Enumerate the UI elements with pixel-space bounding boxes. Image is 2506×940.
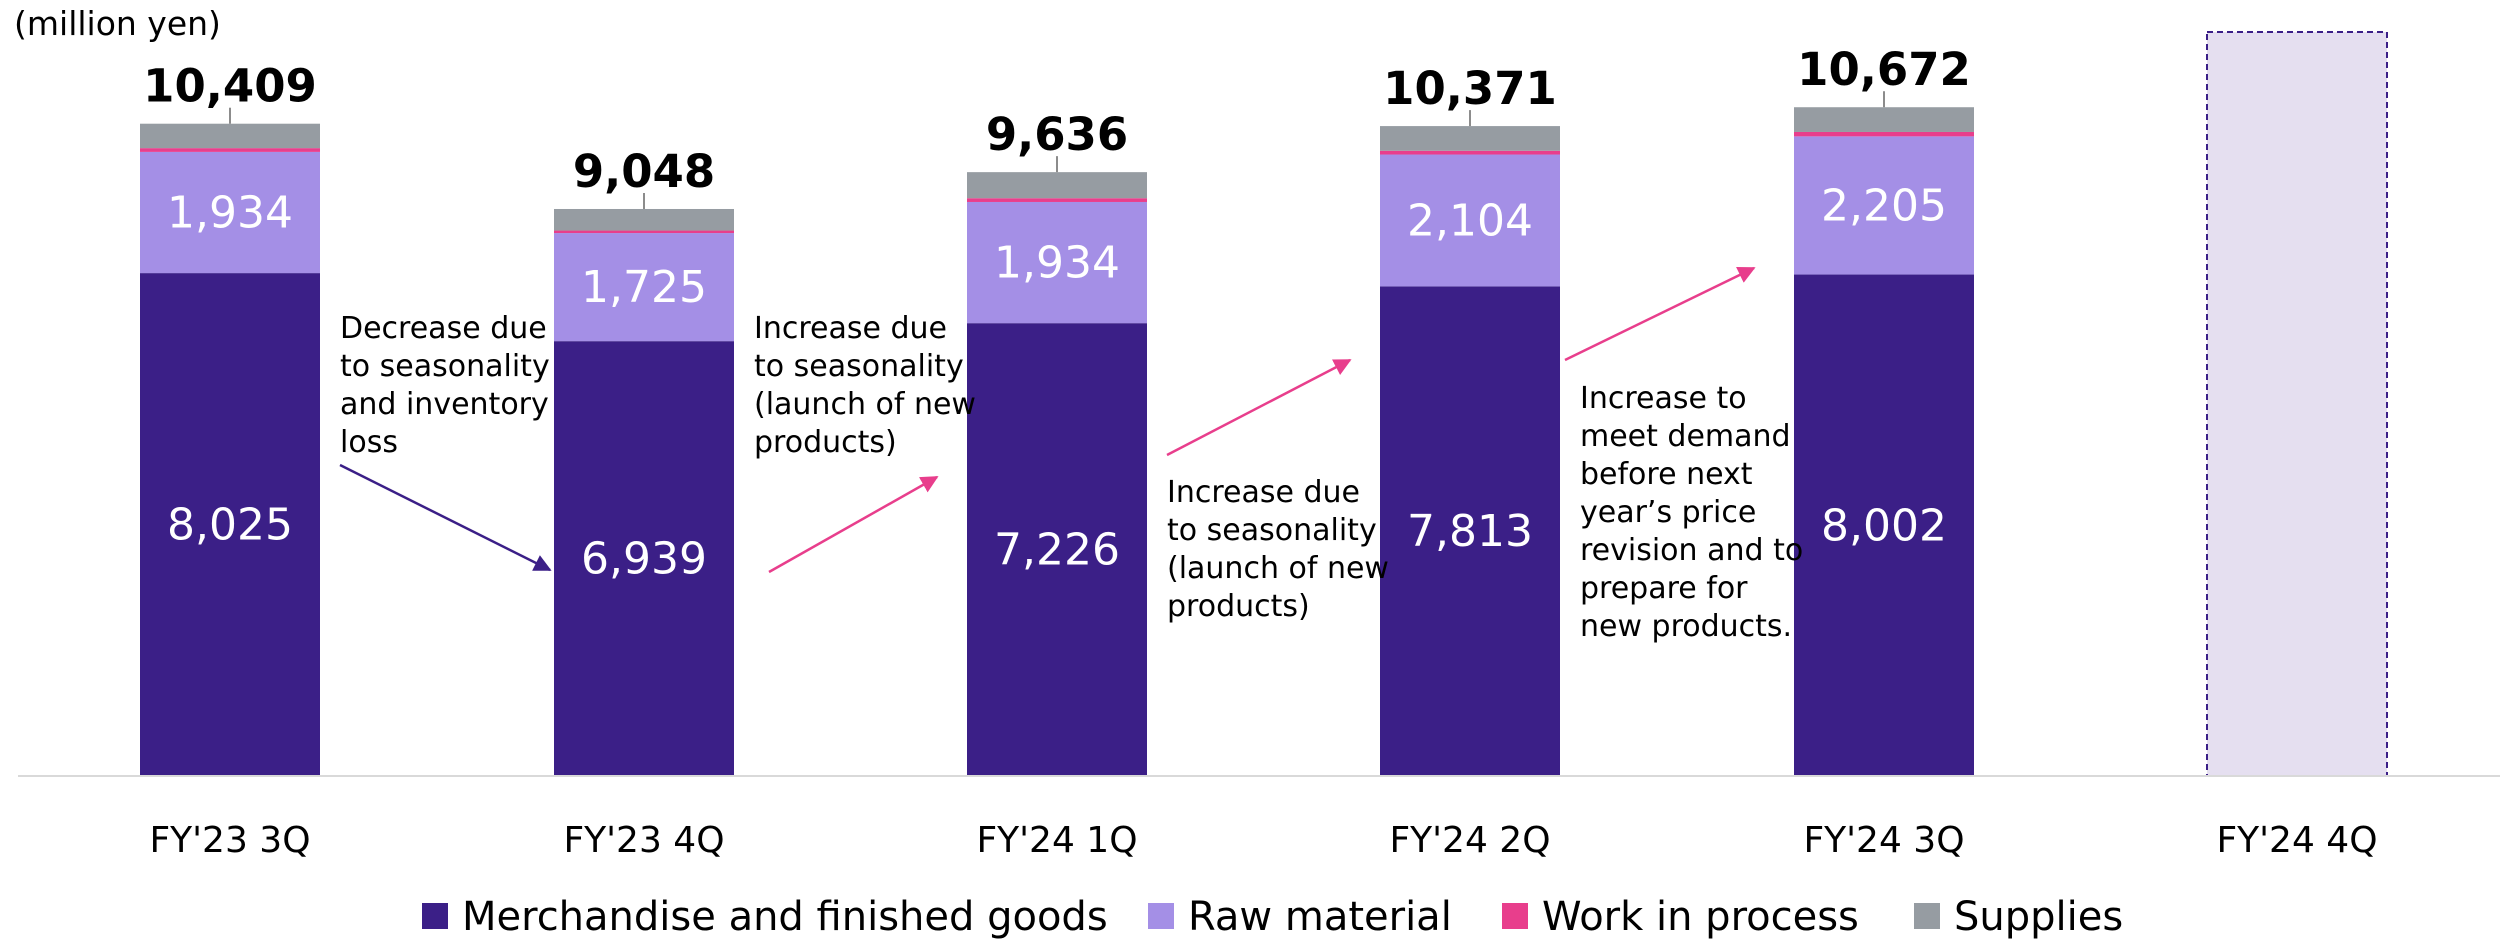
total-value-label: 10,371 [1383,62,1557,115]
legend-swatch [1914,903,1940,929]
segment-value-label: 8,002 [1821,500,1947,551]
segment-value-label: 2,104 [1407,195,1533,246]
legend-swatch [422,903,448,929]
annotation-arrow [1564,266,1756,362]
category-label: FY'24 1Q [976,820,1137,861]
bar-segment [1380,286,1560,776]
bar-segment [1380,154,1560,287]
bar-segment [1380,126,1560,151]
unit-label: (million yen) [14,4,221,43]
total-value-label: 10,409 [143,60,317,113]
segment-value-label: 1,934 [994,238,1120,289]
annotation-text: Increase due to seasonality (launch of new… [1167,475,1389,624]
legend-swatch [1148,903,1174,929]
legend-item: Work in process [1502,894,1859,940]
total-leader-lines [229,91,1885,209]
bar-segment [140,148,320,152]
value-labels-group: 8,025 1,934 6,939 1,725 7,226 1,934 7,813 2,104… [167,180,1947,584]
legend-label: Raw material [1188,894,1452,940]
annotation-arrow [339,463,552,572]
total-value-label: 9,636 [986,108,1128,161]
annotation-arrow [1166,358,1352,457]
annotation: Decrease due to seasonality and inventory l… [339,311,552,572]
bar-segment [140,151,320,274]
bar-segment [1794,274,1974,776]
segment-value-label: 2,205 [1821,180,1947,231]
annotation: Increase to meet demand before next year’s … [1564,266,1803,644]
category-label: FY'23 4Q [563,820,724,861]
annotation: Increase due to seasonality (launch of new… [1166,358,1389,624]
bar-segment [967,198,1147,202]
legend-item: Merchandise and finished goods [422,894,1108,940]
bar-segment [1380,150,1560,155]
category-label: FY'24 4Q [2216,820,2377,861]
bar-segment [140,273,320,776]
bar-segment [554,341,734,776]
legend-item: Supplies [1914,894,2123,940]
legend-label: Work in process [1542,894,1859,940]
category-label: FY'23 3Q [149,820,310,861]
segment-value-label: 8,025 [167,500,293,551]
category-label: FY'24 2Q [1389,820,1550,861]
forecast-bar [2206,31,2388,777]
legend-label: Merchandise and finished goods [462,894,1108,940]
bar-segment [1794,136,1974,275]
bar-segment [1794,131,1974,137]
total-value-label: 10,672 [1797,43,1971,96]
bar-segment [554,230,734,234]
legend-item: Raw material [1148,894,1452,940]
category-label: FY'24 3Q [1803,820,1964,861]
legend-label: Supplies [1954,894,2123,940]
bar-segment [140,123,320,149]
legend: Merchandise and finished goods Raw materi… [422,894,2123,940]
bars-group [140,31,2388,777]
legend-swatch [1502,903,1528,929]
bar-segment [1794,107,1974,132]
bar-segment [967,172,1147,199]
annotation: Increase due to seasonality (launch of new… [754,311,976,574]
segment-value-label: 6,939 [581,534,707,585]
segment-value-label: 7,813 [1407,506,1533,557]
bar-segment [554,233,734,342]
segment-value-label: 1,934 [167,188,293,239]
annotation-text: Increase to meet demand before next year’s … [1580,381,1803,644]
segment-value-label: 1,725 [581,262,707,313]
annotation-arrow [768,475,939,574]
annotation-text: Increase due to seasonality (launch of new… [754,311,976,460]
total-value-label: 9,048 [573,145,715,198]
total-labels-group: 10,409 9,048 9,636 10,371 10,672 [143,43,1971,198]
annotation-text: Decrease due to seasonality and inventory l… [340,311,550,460]
segment-value-label: 7,226 [994,525,1120,576]
bar-segment [967,201,1147,324]
bar-segment [967,323,1147,776]
annotations-group: Decrease due to seasonality and inventory l… [339,266,1803,644]
category-labels-group: FY'23 3Q FY'23 4Q FY'24 1Q FY'24 2Q FY'24 3Q… [149,820,2377,861]
bar-segment [554,208,734,231]
